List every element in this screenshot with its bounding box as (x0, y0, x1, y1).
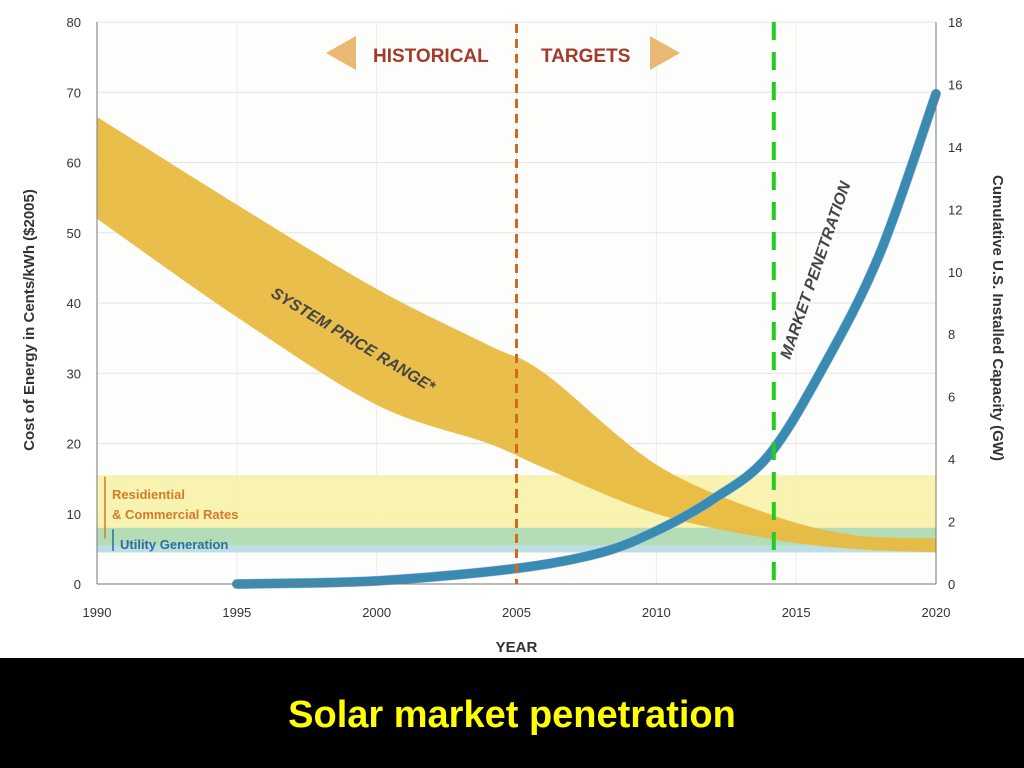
y-left-tick-label: 60 (67, 156, 81, 171)
x-axis-title: YEAR (496, 639, 538, 656)
y-right-axis-title: Cumulative U.S. Installed Capacity (GW) (989, 175, 1006, 461)
x-tick-label: 2015 (782, 605, 811, 620)
y-left-tick-label: 10 (67, 507, 81, 522)
x-tick-label: 2010 (642, 605, 671, 620)
y-left-tick-label: 40 (67, 296, 81, 311)
slide-caption: Solar market penetration (288, 694, 736, 736)
x-tick-label: 2005 (502, 605, 531, 620)
residential-label-line2: & Commercial Rates (112, 507, 238, 522)
y-left-tick-label: 0 (74, 577, 81, 592)
targets-label: TARGETS (541, 46, 630, 67)
y-left-tick-label: 80 (67, 15, 81, 30)
y-right-tick-label: 4 (948, 452, 955, 467)
historical-arrow-icon (326, 36, 356, 70)
x-tick-label: 1990 (83, 605, 112, 620)
y-right-tick-label: 16 (948, 77, 962, 92)
y-right-tick-label: 6 (948, 390, 955, 405)
y-right-tick-label: 0 (948, 577, 955, 592)
y-right-tick-label: 18 (948, 15, 962, 30)
y-right-tick-label: 2 (948, 515, 955, 530)
solar-chart: 1990 1995 2000 2005 2010 2015 2020010203040506… (21, 15, 1006, 656)
historical-label: HISTORICAL (373, 46, 489, 67)
y-left-axis-title: Cost of Energy in Cents/kWh ($2005) (21, 189, 38, 451)
y-right-tick-label: 8 (948, 327, 955, 342)
x-tick-label: 2020 (922, 605, 951, 620)
y-right-tick-label: 14 (948, 140, 962, 155)
utility-band-base (97, 545, 936, 553)
y-left-tick-label: 70 (67, 85, 81, 100)
system-price-range-area (97, 116, 936, 553)
y-left-tick-label: 50 (67, 226, 81, 241)
chart-panel: 1990 1995 2000 2005 2010 2015 2020 0 10 20 30 40 50 6… (0, 0, 1024, 658)
y-right-tick-label: 12 (948, 202, 962, 217)
utility-label: Utility Generation (120, 537, 228, 552)
caption-bar (0, 658, 1024, 768)
y-left-tick-label: 20 (67, 437, 81, 452)
residential-label-line1: Residiential (112, 487, 185, 502)
x-tick-label: 2000 (362, 605, 391, 620)
market-penetration-line (232, 89, 941, 589)
y-left-tick-label: 30 (67, 366, 81, 381)
y-right-tick-label: 10 (948, 265, 962, 280)
x-tick-label: 1995 (222, 605, 251, 620)
targets-arrow-icon (650, 36, 680, 70)
